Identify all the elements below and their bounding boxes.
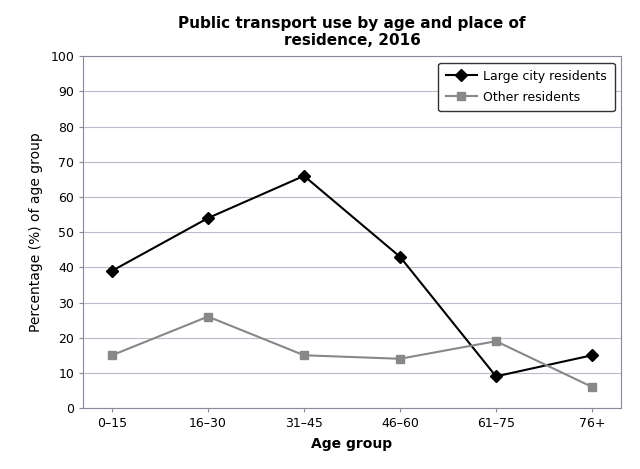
Title: Public transport use by age and place of
residence, 2016: Public transport use by age and place of… <box>179 16 525 48</box>
Large city residents <box>300 173 308 179</box>
Line: Other residents: Other residents <box>108 312 596 391</box>
Other residents <box>588 384 596 390</box>
Large city residents <box>396 254 404 260</box>
Large city residents <box>108 268 116 274</box>
Y-axis label: Percentage (%) of age group: Percentage (%) of age group <box>29 132 44 332</box>
Large city residents <box>204 215 212 221</box>
Other residents <box>204 314 212 319</box>
Other residents <box>108 353 116 358</box>
Other residents <box>396 356 404 362</box>
X-axis label: Age group: Age group <box>312 437 392 451</box>
Large city residents <box>588 353 596 358</box>
Other residents <box>492 339 500 344</box>
Legend: Large city residents, Other residents: Large city residents, Other residents <box>438 62 614 111</box>
Line: Large city residents: Large city residents <box>108 172 596 380</box>
Large city residents <box>492 373 500 379</box>
Other residents <box>300 353 308 358</box>
